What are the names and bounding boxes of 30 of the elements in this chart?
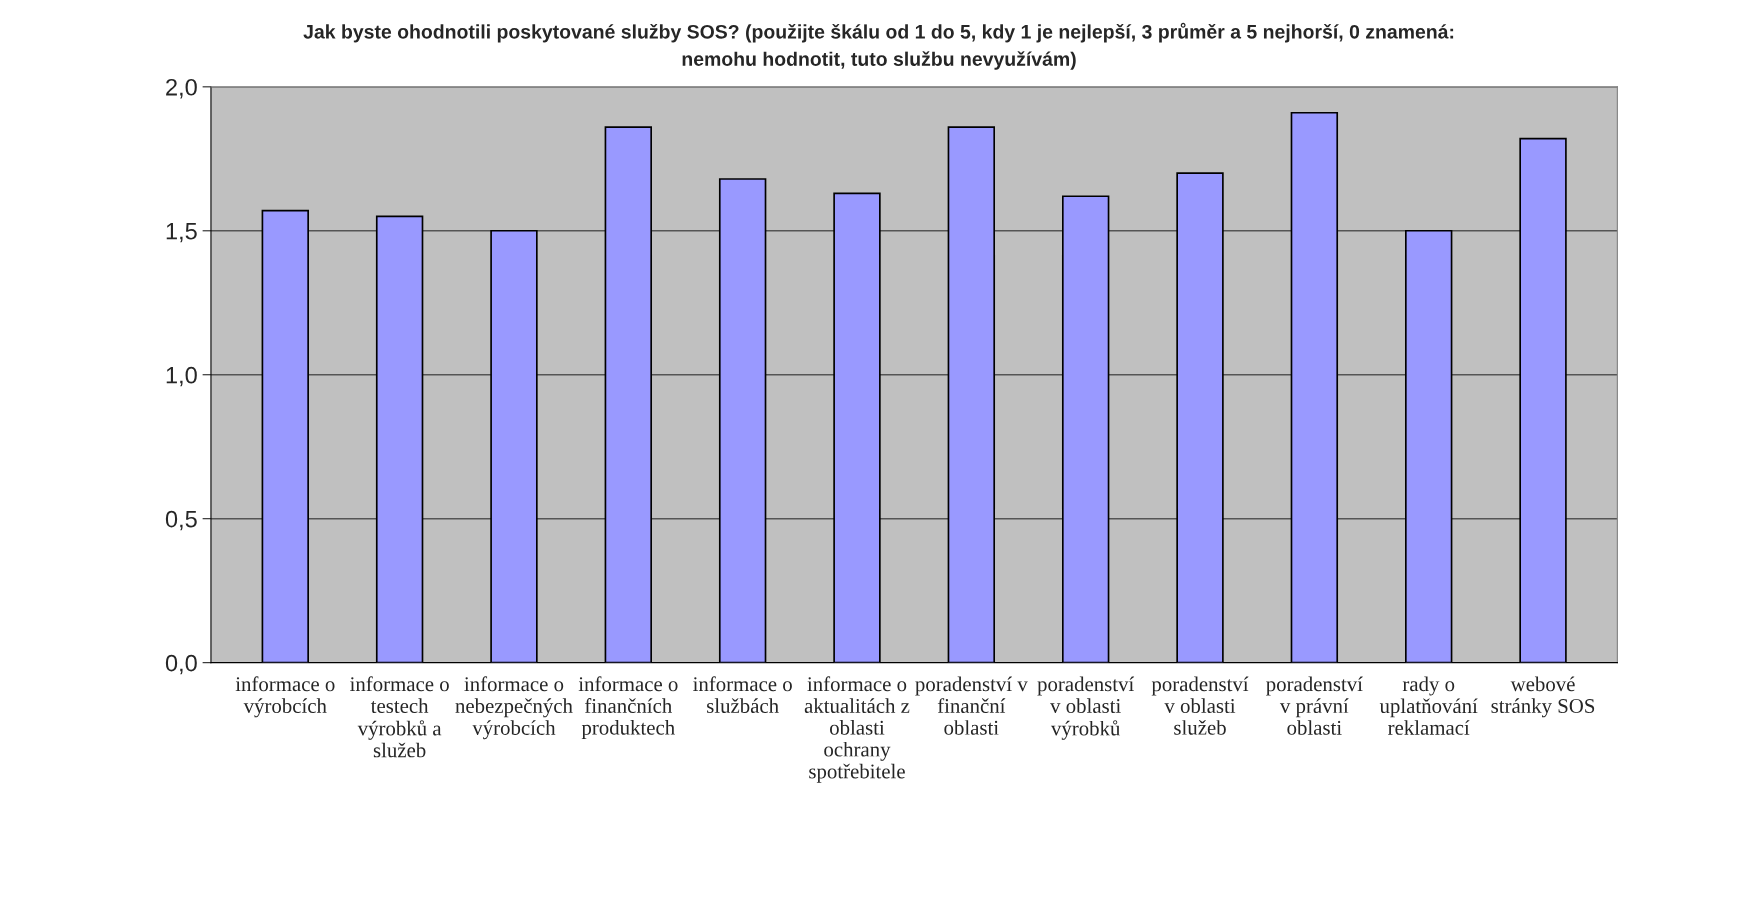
bar — [1176, 172, 1224, 663]
x-tick-label: informace o aktualitách z oblasti ochrany spotřebitele — [804, 676, 910, 783]
y-tick-label: 0,5 — [165, 510, 197, 531]
y-tick-label: 1,5 — [166, 223, 197, 243]
x-tick-label: informace o finančních produktech — [578, 676, 678, 739]
x-tick-label: poradenství v finanční oblasti — [915, 676, 1028, 735]
chart-title: Jak byste ohodnotili poskytované služby SOS? (použijte škálu od 1 do 5, kdy 1 je nejlepší, 3 průměr a 5 nejhorší, 0 znamená: nemohu hodnotit, tuto službu nevyužívám) — [303, 22, 1454, 70]
bar — [1519, 137, 1567, 663]
bar — [1404, 229, 1453, 663]
x-tick-label: poradenství v právní oblasti — [1266, 676, 1363, 735]
bar — [261, 209, 309, 663]
bar — [375, 215, 424, 663]
x-tick-label: informace o službách — [693, 676, 792, 713]
x-tick-label: poradenství v oblasti výrobků — [1037, 676, 1135, 740]
bar — [490, 229, 538, 663]
y-tick-label: 0,0 — [165, 654, 197, 675]
bar — [947, 126, 996, 663]
bar — [1061, 195, 1110, 663]
bar — [1290, 111, 1339, 663]
x-tick-label: informace o testech výrobků a služeb — [350, 676, 449, 758]
bar — [718, 178, 767, 663]
x-tick-label: informace o nebezpečných výrobcích — [455, 676, 573, 740]
x-tick-label: poradenství v oblasti služeb — [1151, 676, 1249, 735]
x-tick-label: rady o uplatňování reklamací — [1379, 676, 1478, 735]
y-tick-label: 1,0 — [166, 366, 197, 387]
bar — [604, 126, 653, 663]
x-tick-label: informace o výrobcích — [235, 676, 335, 718]
bar — [833, 192, 881, 663]
x-tick-label: webové stránky SOS — [1491, 676, 1595, 718]
y-tick-label: 2,0 — [166, 78, 197, 99]
